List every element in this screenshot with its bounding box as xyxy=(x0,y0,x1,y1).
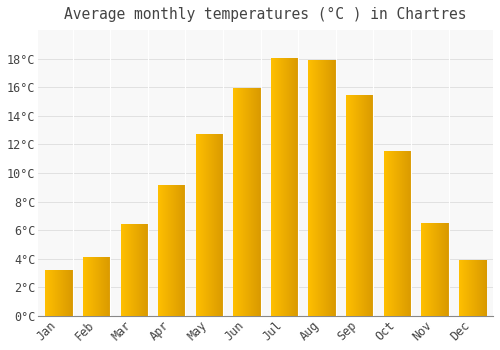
Title: Average monthly temperatures (°C ) in Chartres: Average monthly temperatures (°C ) in Ch… xyxy=(64,7,467,22)
